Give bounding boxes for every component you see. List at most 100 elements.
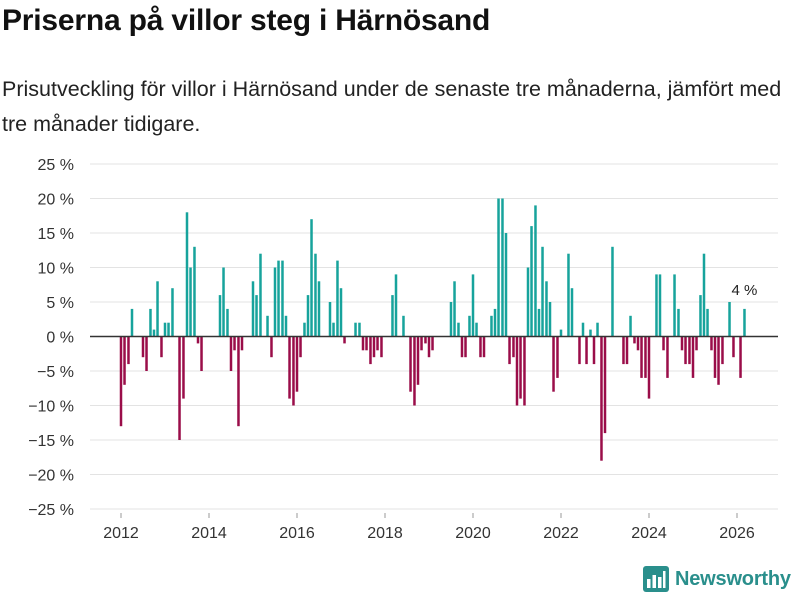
bars bbox=[119, 198, 746, 461]
bar bbox=[710, 336, 713, 351]
bar bbox=[226, 308, 229, 337]
y-tick-label: 10 % bbox=[38, 261, 74, 278]
bar bbox=[515, 336, 519, 406]
bar bbox=[424, 336, 427, 344]
bar bbox=[625, 336, 629, 365]
bar bbox=[636, 336, 640, 351]
bar bbox=[229, 336, 233, 371]
bar bbox=[354, 322, 357, 337]
bar bbox=[622, 336, 625, 365]
brand-name: Newsworthy bbox=[675, 567, 791, 590]
bar bbox=[570, 288, 574, 337]
bar bbox=[284, 315, 288, 337]
bar bbox=[666, 336, 669, 378]
bar bbox=[691, 336, 695, 378]
bar bbox=[647, 336, 651, 399]
newsworthy-logo-icon bbox=[643, 566, 669, 592]
bar bbox=[490, 315, 493, 337]
bar bbox=[402, 315, 405, 337]
bar bbox=[251, 281, 255, 337]
bar bbox=[413, 336, 416, 406]
bar bbox=[160, 336, 163, 358]
y-tick-label: 20 % bbox=[38, 192, 74, 209]
bar bbox=[306, 295, 310, 337]
bar bbox=[629, 315, 632, 337]
bar bbox=[721, 336, 724, 365]
bar bbox=[431, 336, 434, 351]
bar bbox=[468, 315, 471, 337]
bar bbox=[695, 336, 698, 351]
bar bbox=[482, 336, 486, 358]
bar bbox=[270, 336, 273, 358]
bar bbox=[501, 198, 504, 337]
bar bbox=[420, 336, 423, 351]
bar bbox=[702, 253, 706, 337]
x-axis-labels: 2012 2014 2016 2018 2020 2022 2024 2026 bbox=[103, 513, 755, 540]
bar bbox=[743, 308, 746, 337]
bar bbox=[457, 322, 460, 337]
bar bbox=[310, 219, 313, 337]
y-tick-label: −5 % bbox=[37, 364, 74, 381]
bar bbox=[728, 302, 731, 337]
y-tick-label: −25 % bbox=[28, 502, 74, 519]
chart-title: Priserna på villor steg i Härnösand bbox=[2, 4, 491, 37]
bar bbox=[658, 274, 662, 337]
bar bbox=[578, 336, 581, 365]
bar bbox=[541, 246, 544, 337]
bar bbox=[255, 295, 258, 337]
bar bbox=[372, 336, 376, 358]
bar bbox=[339, 288, 343, 337]
bar bbox=[530, 226, 533, 337]
bar bbox=[699, 295, 702, 337]
bar bbox=[479, 336, 482, 358]
y-tick-label: 5 % bbox=[46, 295, 74, 312]
bar bbox=[611, 246, 614, 337]
bar bbox=[380, 336, 383, 358]
bar bbox=[534, 205, 537, 337]
bar bbox=[130, 308, 134, 337]
bar bbox=[677, 308, 680, 337]
bar bbox=[713, 336, 717, 378]
bar bbox=[336, 260, 339, 337]
bar bbox=[240, 336, 244, 351]
x-tick-label: 2018 bbox=[367, 525, 403, 540]
bar bbox=[123, 336, 126, 385]
y-tick-label: 0 % bbox=[46, 330, 74, 347]
y-tick-label: 25 % bbox=[38, 157, 74, 174]
bar bbox=[471, 274, 475, 337]
bar bbox=[523, 336, 526, 406]
bar bbox=[526, 267, 530, 337]
bar bbox=[416, 336, 420, 385]
bar bbox=[178, 336, 181, 440]
bar bbox=[644, 336, 647, 378]
bar bbox=[259, 253, 262, 337]
bar bbox=[545, 281, 548, 337]
bar bbox=[519, 336, 522, 399]
bar bbox=[427, 336, 431, 358]
bar bbox=[655, 274, 658, 337]
bar bbox=[739, 336, 742, 378]
y-tick-label: −15 % bbox=[28, 433, 74, 450]
bar bbox=[266, 315, 269, 337]
bar bbox=[361, 336, 365, 351]
bar bbox=[512, 336, 515, 358]
grid-lines bbox=[90, 163, 778, 510]
bar bbox=[592, 336, 596, 365]
bar bbox=[200, 336, 203, 371]
bar bbox=[508, 336, 511, 365]
bar bbox=[145, 336, 148, 371]
annotations: 4 % bbox=[732, 282, 758, 299]
bar bbox=[369, 336, 372, 365]
bar bbox=[673, 274, 676, 337]
x-tick-label: 2022 bbox=[543, 525, 579, 540]
bar bbox=[237, 336, 240, 427]
bar bbox=[552, 336, 555, 392]
bar-chart: 25 % 20 % 15 % 10 % 5 % 0 % −5 % −10 % −15 % −20 … bbox=[28, 157, 778, 540]
x-tick-label: 2016 bbox=[279, 525, 315, 540]
bar bbox=[493, 308, 497, 337]
bar bbox=[141, 336, 145, 358]
bar bbox=[556, 336, 559, 378]
bar bbox=[717, 336, 720, 385]
bar bbox=[332, 322, 335, 337]
bar bbox=[394, 274, 398, 337]
